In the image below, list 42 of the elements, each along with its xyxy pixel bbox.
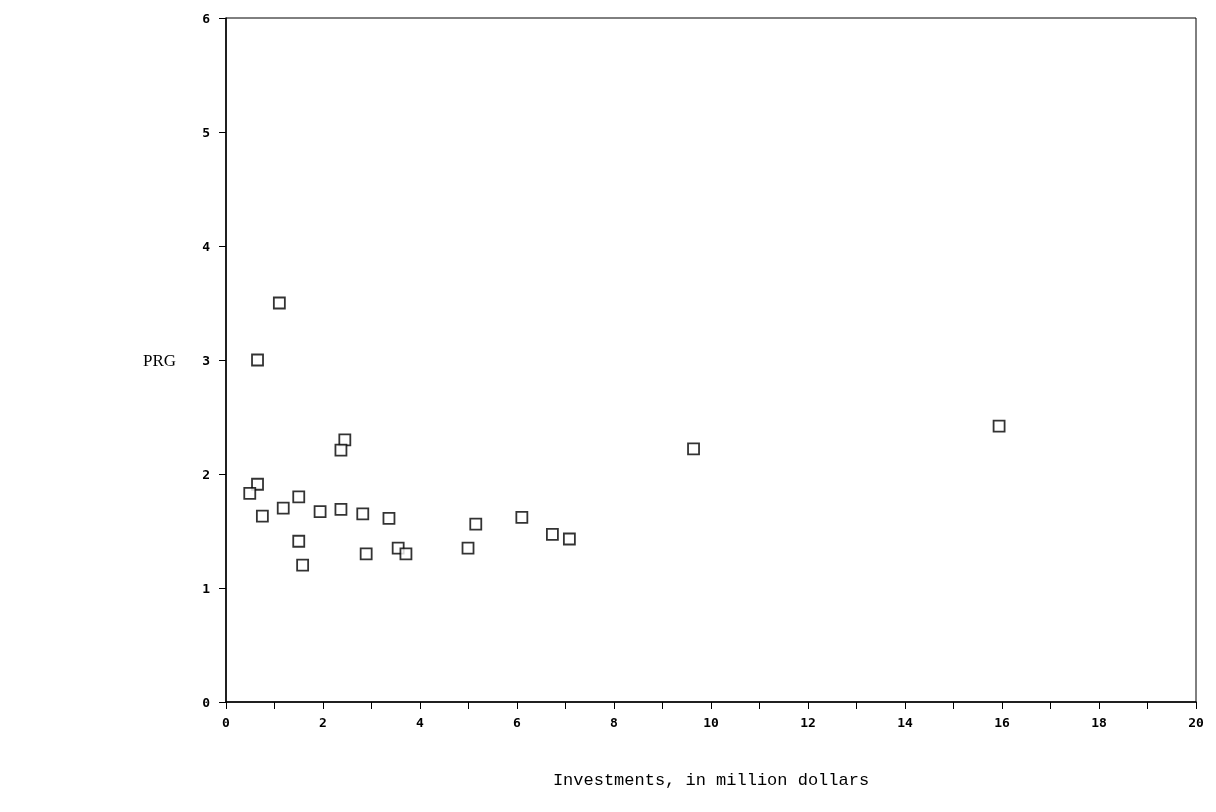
- x-tick-label: 18: [1091, 715, 1107, 730]
- y-tick-label: 3: [202, 352, 210, 368]
- x-tick-label: 12: [800, 715, 816, 730]
- point: [562, 532, 576, 546]
- point: [255, 509, 269, 523]
- y-tick-label: 5: [202, 124, 210, 140]
- point: [356, 507, 370, 521]
- x-tick-label: 4: [416, 715, 425, 730]
- point: [334, 502, 348, 516]
- x-tick-label: 20: [1188, 715, 1204, 730]
- point: [338, 433, 352, 447]
- point: [313, 505, 327, 519]
- x-tick-label: 8: [610, 715, 619, 730]
- x-tick-label: 16: [994, 715, 1010, 730]
- point: [276, 501, 290, 515]
- y-tick-label: 6: [202, 10, 211, 26]
- y-tick-label: 4: [202, 238, 211, 254]
- x-tick-label: 14: [897, 715, 913, 730]
- x-tick-label: 6: [513, 715, 522, 730]
- point: [292, 490, 306, 504]
- point: [382, 512, 396, 525]
- x-tick-label: 0: [222, 715, 231, 730]
- point: [251, 353, 264, 367]
- x-tick-label: 10: [703, 715, 719, 730]
- point: [243, 486, 257, 500]
- point: [992, 419, 1006, 433]
- point: [359, 547, 373, 561]
- y-tick-label: 2: [202, 466, 210, 482]
- y-tick-label: 1: [202, 580, 211, 596]
- point: [469, 517, 483, 531]
- point: [292, 534, 306, 548]
- y-tick-label: 0: [202, 694, 211, 710]
- point: [399, 547, 413, 561]
- point: [251, 477, 264, 491]
- x-tick-label: 2: [319, 715, 327, 730]
- point: [687, 442, 700, 456]
- x-axis-title: Investments, in million dollars: [552, 771, 870, 790]
- point: [296, 558, 310, 572]
- point: [272, 296, 286, 310]
- point: [546, 528, 559, 541]
- y-axis-title: PRG: [142, 350, 176, 370]
- point: [515, 510, 529, 524]
